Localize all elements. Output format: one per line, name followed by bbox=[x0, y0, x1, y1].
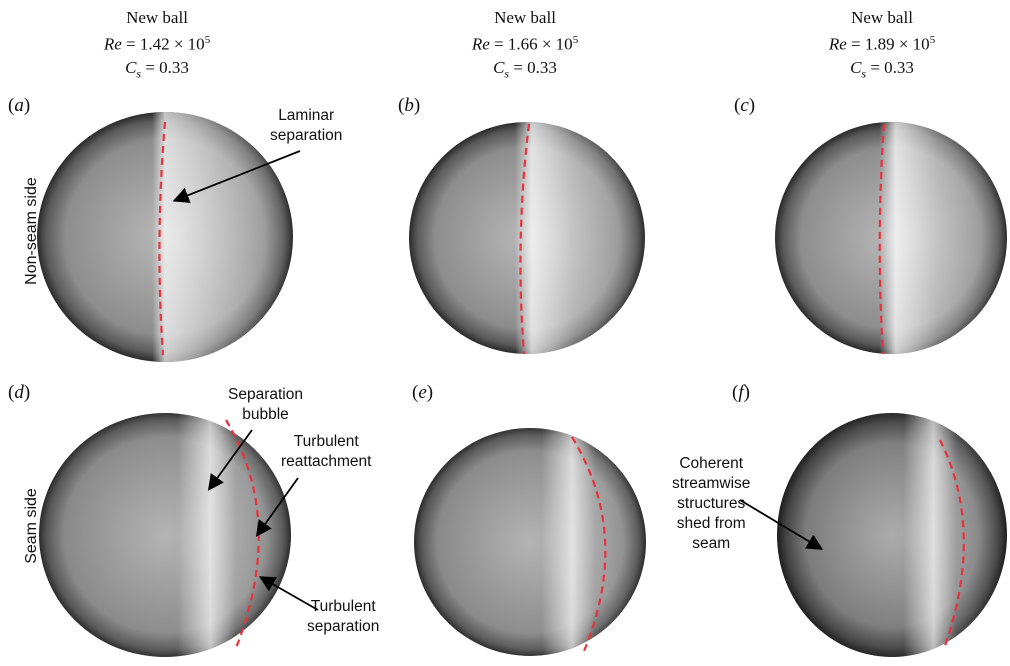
header-col-b: New ball Re = 1.66 × 105 Cs = 0.33 bbox=[405, 6, 645, 85]
annotation-turbulent-separation: Turbulent separation bbox=[307, 598, 380, 635]
separation-line bbox=[571, 436, 607, 652]
header-title: New ball bbox=[494, 8, 556, 27]
annotation-separation-bubble: Separation bubble bbox=[228, 386, 303, 423]
separation-line bbox=[519, 123, 531, 355]
ball-image-d bbox=[39, 413, 291, 657]
header-re: Re = 1.89 × 105 bbox=[828, 34, 936, 54]
ball-image-c bbox=[775, 122, 1007, 355]
panel-label-f: (f) bbox=[732, 382, 750, 403]
panel-label-a: (a) bbox=[8, 95, 31, 116]
panel-label-c: (c) bbox=[734, 95, 756, 116]
ball-image-a bbox=[37, 112, 293, 362]
ball-image-f bbox=[777, 413, 1007, 657]
separation-line bbox=[878, 123, 886, 355]
ball-image-b bbox=[409, 122, 645, 355]
separation-line bbox=[158, 121, 167, 356]
panel-label-e: (e) bbox=[412, 382, 434, 403]
header-re: Re = 1.42 × 105 bbox=[103, 34, 211, 54]
header-cs: Cs = 0.33 bbox=[125, 57, 189, 81]
header-col-a: New ball Re = 1.42 × 105 Cs = 0.33 bbox=[37, 6, 277, 85]
panel-label-b: (b) bbox=[398, 95, 421, 116]
header-title: New ball bbox=[851, 8, 913, 27]
annotation-coherent-structures: Coherent streamwise structures shed from s… bbox=[672, 455, 751, 552]
header-col-c: New ball Re = 1.89 × 105 Cs = 0.33 bbox=[762, 6, 1002, 85]
annotation-laminar-separation: Laminar separation bbox=[270, 107, 343, 144]
header-cs: Cs = 0.33 bbox=[850, 57, 914, 81]
panel-label-d: (d) bbox=[8, 382, 31, 403]
annotation-turbulent-reattachment: Turbulent reattachment bbox=[281, 433, 372, 470]
header-title: New ball bbox=[126, 8, 188, 27]
header-re: Re = 1.66 × 105 bbox=[471, 34, 579, 54]
separation-line bbox=[939, 439, 965, 647]
header-cs: Cs = 0.33 bbox=[493, 57, 557, 81]
ball-image-e bbox=[414, 428, 646, 656]
